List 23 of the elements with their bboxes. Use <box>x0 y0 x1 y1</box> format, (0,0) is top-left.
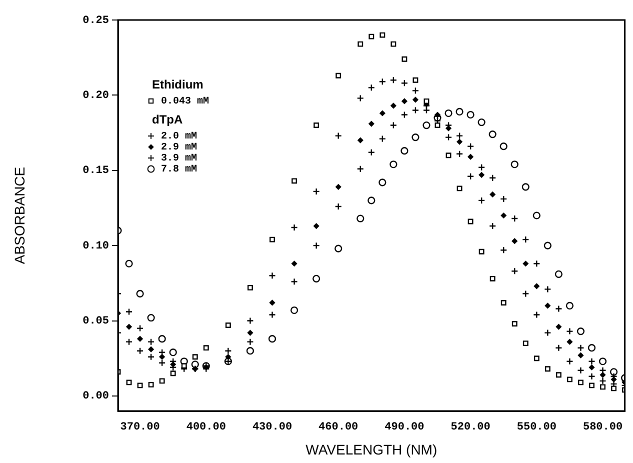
y-tick-label: 0.15 <box>82 165 110 178</box>
y-tick-label: 0.05 <box>82 316 110 328</box>
legend-label: 7.8 mM <box>161 164 198 176</box>
y-tick-label: 0.10 <box>82 240 109 252</box>
x-tick-label: 400.00 <box>186 421 226 434</box>
x-tick-label: 550.00 <box>516 421 556 434</box>
x-tick-label: 490.00 <box>384 421 424 434</box>
x-tick-label: 370.00 <box>120 421 160 434</box>
legend-title: Ethidium <box>152 77 204 92</box>
x-tick-label: 580.00 <box>582 421 623 434</box>
y-axis-title: ABSORBANCE <box>11 166 28 264</box>
legend-label: 3.9 mM <box>161 154 198 165</box>
y-tick-label: 0.00 <box>82 390 109 403</box>
annotation: dTpA <box>152 112 183 126</box>
y-tick-label: 0.20 <box>82 90 109 102</box>
x-axis-title: WAVELENGTH (NM) <box>306 441 438 458</box>
legend-label: 2.9 mM <box>161 142 198 154</box>
x-tick-label: 460.00 <box>318 421 358 434</box>
x-tick-label: 430.00 <box>252 421 292 434</box>
legend-label: 2.0 mM <box>161 132 198 143</box>
y-tick-label: 0.25 <box>82 14 110 27</box>
legend-label: 0.043 mM <box>161 96 210 108</box>
x-tick-label: 520.00 <box>450 421 490 434</box>
